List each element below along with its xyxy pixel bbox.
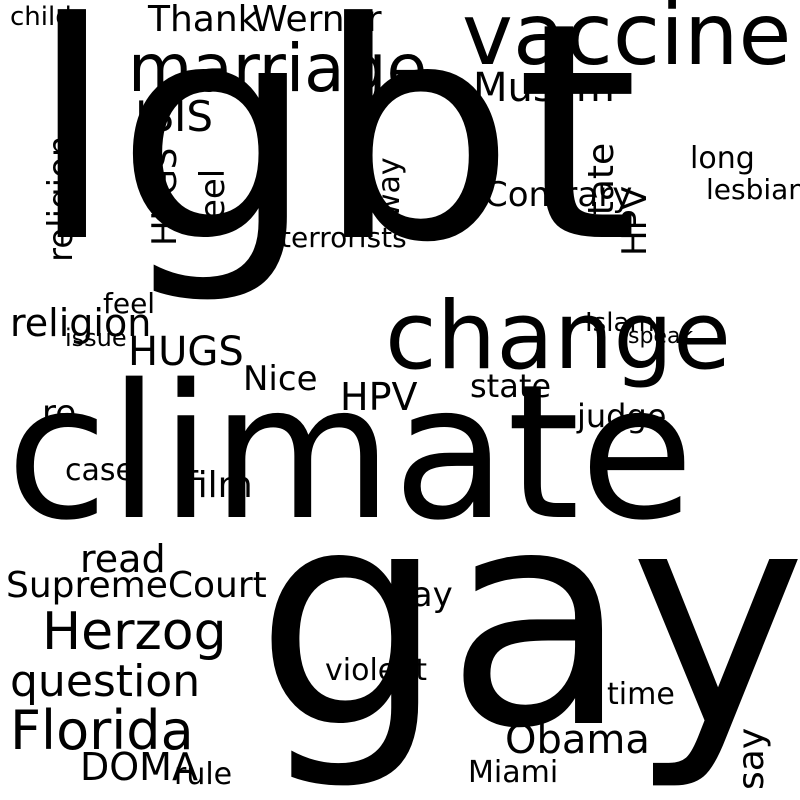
word-Contrary: way — [384, 575, 453, 615]
word-time: religion — [10, 301, 152, 345]
word-HUGS: HUGS — [145, 147, 185, 246]
word-speak: case — [65, 453, 134, 488]
word-DOMA: HUGS — [128, 329, 244, 375]
word-help: time — [607, 677, 675, 712]
word-change: change — [385, 282, 731, 391]
word-due: speak — [628, 324, 694, 349]
word-Florida: Florida — [10, 699, 194, 762]
word-rule: Nice — [243, 359, 318, 399]
word-Islam: judge — [577, 397, 667, 435]
word-re: Contrary — [484, 175, 633, 215]
word-Thank: Thank — [148, 0, 259, 40]
word-vaccine: vaccine — [462, 0, 792, 85]
word-Miami: feel — [103, 287, 156, 320]
word-year: DOMA — [80, 745, 198, 789]
word-Muslim: Muslim — [473, 65, 615, 111]
word-Herzog: Herzog — [42, 602, 227, 662]
word-religion-final: religion — [41, 135, 81, 262]
word-long: film — [185, 465, 253, 506]
word-child: child — [10, 2, 72, 32]
word-case: Islam — [585, 308, 655, 338]
word-read: lesbian — [706, 173, 800, 206]
word-gay: gay — [255, 445, 800, 794]
word-judge: re — [42, 393, 77, 433]
word-film: HPV — [340, 375, 418, 419]
word-way: way — [372, 157, 407, 218]
word-climate: climate — [6, 344, 695, 561]
word-issue: violent — [325, 653, 428, 688]
word-Werner: Werner — [252, 0, 382, 40]
word-hi: rule — [174, 757, 233, 792]
word-say: say — [731, 727, 772, 790]
word-violent: terrorists — [280, 221, 407, 254]
word-Obama: Obama — [505, 717, 650, 763]
word-question: question — [10, 656, 201, 707]
word-Nice: long — [690, 141, 755, 176]
word-attacks: Miami — [468, 755, 559, 790]
word-sex: issue — [65, 324, 127, 352]
word-lgbt: lgbt — [28, 0, 639, 308]
word-ISIS: ISIS — [135, 92, 214, 141]
word-lesbian: read — [80, 537, 166, 581]
word-terrorists: state — [470, 367, 552, 405]
word-SupremeCourt: SupremeCourt — [6, 565, 267, 606]
word-HPV: HPV — [615, 186, 655, 256]
word-marriage: marriage — [128, 30, 428, 107]
word-feel: feel — [193, 168, 233, 232]
